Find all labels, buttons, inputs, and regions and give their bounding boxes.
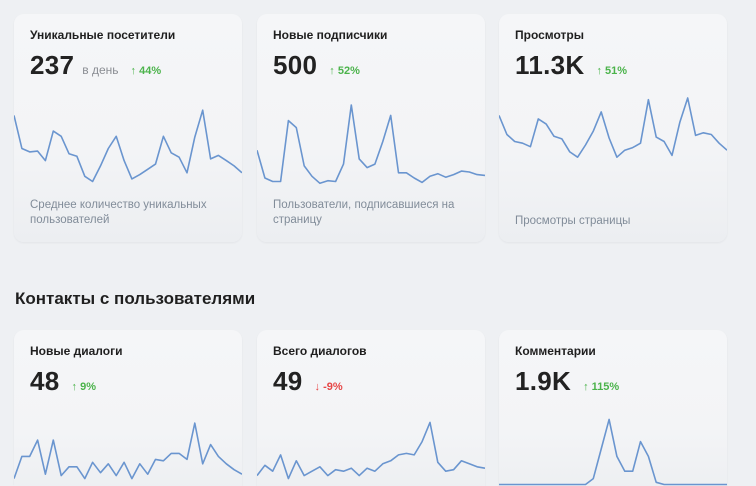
change-badge: ↑ 52%: [329, 65, 360, 77]
stat-card-total-dialogs[interactable]: Всего диалогов 49 ↓ -9%: [257, 330, 485, 486]
stat-card-new-subscribers[interactable]: Новые подписчики 500 ↑ 52% Пользователи,…: [257, 14, 485, 242]
change-badge: ↑ 44%: [130, 65, 162, 77]
change-badge: ↑ 9%: [71, 381, 96, 393]
stat-card-new-dialogs[interactable]: Новые диалоги 48 ↑ 9%: [14, 330, 242, 486]
stat-card-comments[interactable]: Комментарии 1.9K ↑ 115%: [499, 330, 727, 486]
card-metric: 500 ↑ 52%: [273, 50, 360, 84]
card-value: 48: [30, 366, 60, 396]
sparkline-series: [14, 422, 242, 480]
sparkline-series: [499, 97, 727, 159]
sparkline-chart: [14, 109, 242, 183]
section-title-user-contacts: Контакты с пользователями: [15, 289, 256, 308]
card-description: Просмотры страницы: [515, 215, 631, 227]
sparkline-series: [257, 421, 485, 480]
sparkline-chart: [257, 104, 485, 185]
card-title: Комментарии: [515, 344, 596, 358]
sparkline-series: [499, 418, 727, 486]
change-badge: ↓ -9%: [314, 381, 343, 393]
card-metric: 48 ↑ 9%: [30, 366, 96, 400]
change-badge: ↑ 51%: [596, 65, 628, 77]
card-title: Просмотры: [515, 28, 585, 42]
card-title: Уникальные посетители: [30, 28, 176, 42]
sparkline-chart: [14, 422, 242, 480]
sparkline-series: [14, 109, 242, 183]
card-metric: 11.3K ↑ 51%: [515, 50, 627, 84]
card-metric: 1.9K ↑ 115%: [515, 366, 619, 400]
card-description: Пользователи, подписавшиеся на страницу: [273, 199, 455, 226]
sparkline-series: [257, 104, 485, 185]
card-value: 1.9K: [515, 366, 572, 396]
card-value: 500: [273, 50, 318, 80]
sparkline-chart: [257, 421, 485, 480]
card-title: Новые подписчики: [273, 28, 388, 42]
card-metric: 49 ↓ -9%: [273, 366, 343, 400]
card-title: Новые диалоги: [30, 344, 123, 358]
stat-card-views[interactable]: Просмотры 11.3K ↑ 51% Просмотры страницы: [499, 14, 727, 242]
card-title: Всего диалогов: [273, 344, 367, 358]
card-value: 49: [273, 366, 303, 396]
sparkline-chart: [499, 418, 727, 486]
card-unit: в день: [82, 63, 119, 77]
card-value: 11.3K: [515, 50, 585, 80]
card-description: Среднее количество уникальных пользовате…: [30, 199, 207, 226]
stat-card-unique-visitors[interactable]: Уникальные посетители 237 в день ↑ 44% С…: [14, 14, 242, 242]
card-value: 237: [30, 50, 75, 80]
change-badge: ↑ 115%: [583, 381, 620, 393]
card-metric: 237 в день ↑ 44%: [30, 50, 161, 84]
sparkline-chart: [499, 97, 727, 159]
